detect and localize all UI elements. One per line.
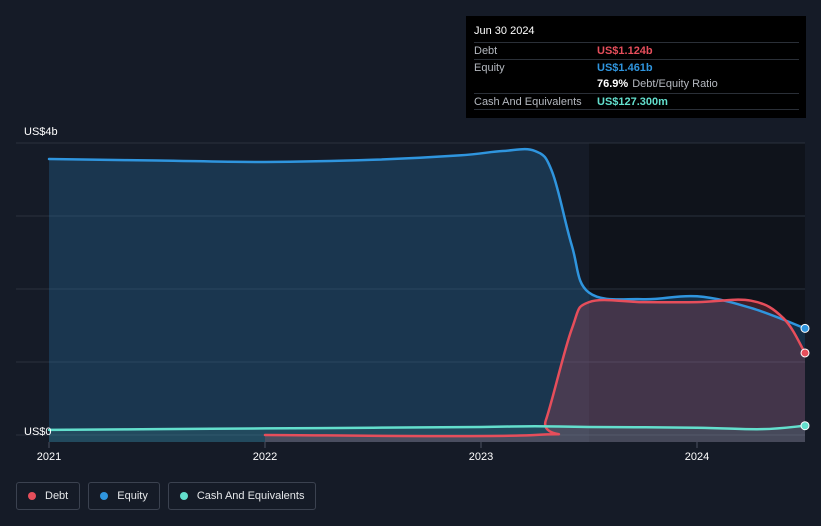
legend-label-debt: Debt (45, 490, 69, 502)
x-tick-label: 2021 (37, 451, 61, 463)
legend-item-cash[interactable]: Cash And Equivalents (167, 482, 317, 510)
y-axis-top-label: US$4b (24, 126, 58, 138)
x-tick-label: 2024 (685, 451, 709, 463)
tooltip-equity-value: US$1.461b (597, 62, 653, 74)
legend-dot-equity (100, 492, 109, 500)
line-equity (47, 147, 807, 330)
line-cash (47, 424, 807, 432)
legend-label-cash: Cash And Equivalents (196, 490, 305, 502)
legend-item-equity[interactable]: Equity (88, 482, 160, 510)
y-axis-bottom-label: US$0 (24, 426, 52, 438)
chart-legend: Debt Equity Cash And Equivalents (16, 482, 317, 510)
x-tick-label: 2023 (469, 451, 493, 463)
tooltip-panel: Jun 30 2024 Debt US$1.124b Equity US$1.4… (466, 16, 806, 118)
end-marker-debt (800, 348, 810, 358)
tooltip-debt-label: Debt (474, 45, 498, 57)
series-end-markers (800, 323, 810, 431)
legend-item-debt[interactable]: Debt (16, 482, 81, 510)
tooltip-debt-value: US$1.124b (597, 45, 653, 57)
x-axis-ticks: 2021 2022 2023 2024 (37, 442, 709, 463)
tooltip-ratio-spacer (474, 76, 597, 93)
end-marker-cash (800, 421, 810, 431)
x-tick-label: 2022 (253, 451, 277, 463)
line-debt (263, 298, 807, 438)
forecast-highlight-zone (589, 143, 805, 442)
tooltip-cash-label: Cash And Equivalents (474, 96, 582, 108)
area-equity (49, 149, 805, 442)
area-debt (265, 299, 805, 442)
tooltip-date: Jun 30 2024 (474, 25, 535, 37)
end-marker-equity (800, 323, 810, 333)
tooltip-row-ratio: 76.9% Debt/Equity Ratio (474, 76, 799, 93)
legend-label-equity: Equity (117, 490, 148, 502)
tooltip-cash-value: US$127.300m (597, 96, 668, 108)
tooltip-row-cash: Cash And Equivalents US$127.300m (474, 93, 799, 110)
tooltip-row-equity: Equity US$1.461b (474, 59, 799, 76)
tooltip-row-debt: Debt US$1.124b (474, 42, 799, 59)
legend-dot-debt (28, 492, 36, 500)
tooltip-ratio-text: Debt/Equity Ratio (632, 78, 718, 90)
legend-dot-cash (179, 492, 188, 500)
series-lines (47, 147, 807, 438)
tooltip-ratio-value: 76.9% (597, 78, 629, 90)
tooltip-equity-label: Equity (474, 62, 505, 74)
